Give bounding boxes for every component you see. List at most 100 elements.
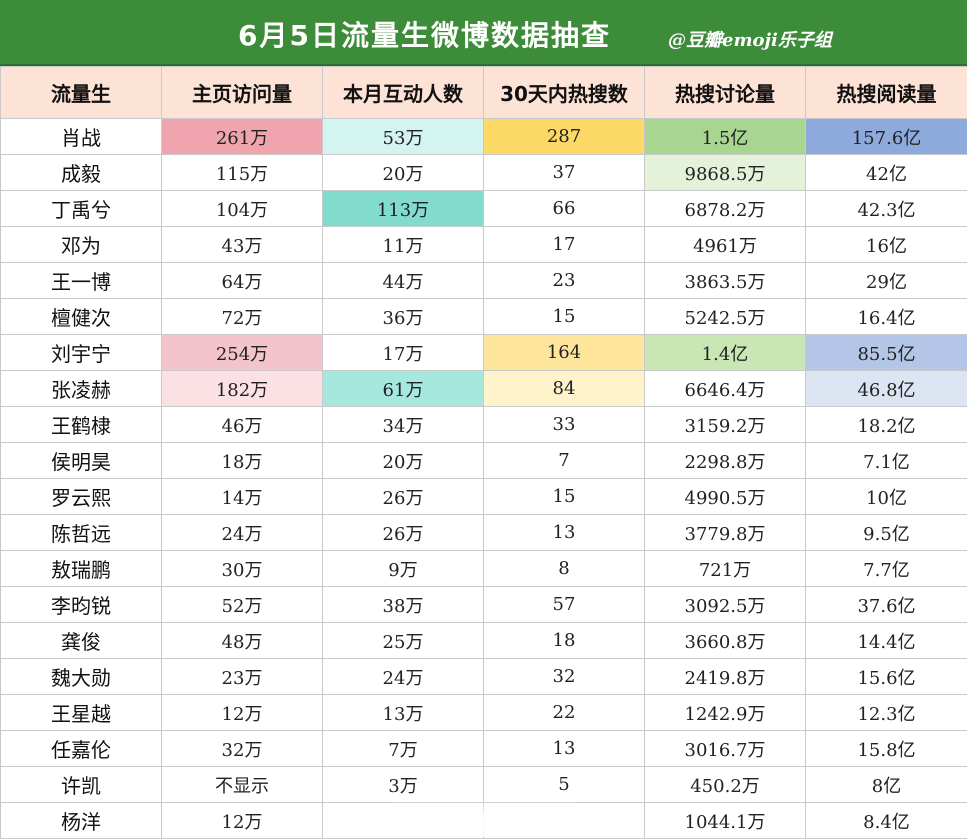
- cell-visits: 64万: [162, 263, 323, 299]
- cell-reads: 85.5亿: [806, 335, 967, 371]
- cell-interactions: 25万: [323, 623, 484, 659]
- cell-reads: 42亿: [806, 155, 967, 191]
- cell-visits: 32万: [162, 731, 323, 767]
- cell-reads: 10亿: [806, 479, 967, 515]
- cell-reads: 16亿: [806, 227, 967, 263]
- cell-interactions: 44万: [323, 263, 484, 299]
- cell-discussion: 6646.4万: [645, 371, 806, 407]
- cell-name: 檀健次: [1, 299, 162, 335]
- cell-name: 杨洋: [1, 803, 162, 839]
- cell-interactions: 53万: [323, 119, 484, 155]
- header-row: 流量生 主页访问量 本月互动人数 30天内热搜数 热搜讨论量 热搜阅读量: [1, 67, 967, 119]
- cell-name: 邓为: [1, 227, 162, 263]
- cell-visits: 23万: [162, 659, 323, 695]
- cell-reads: 29亿: [806, 263, 967, 299]
- cell-hotsearch-count: 5: [484, 767, 645, 803]
- column-header-hotsearch-count: 30天内热搜数: [484, 67, 645, 119]
- cell-visits: 18万: [162, 443, 323, 479]
- cell-hotsearch-count: 33: [484, 407, 645, 443]
- cell-name: 侯明昊: [1, 443, 162, 479]
- cell-visits: 12万: [162, 803, 323, 839]
- cell-reads: 9.5亿: [806, 515, 967, 551]
- cell-name: 丁禹兮: [1, 191, 162, 227]
- cell-hotsearch-count: 287: [484, 119, 645, 155]
- cell-hotsearch-count: 32: [484, 659, 645, 695]
- cell-visits: 104万: [162, 191, 323, 227]
- cell-reads: 42.3亿: [806, 191, 967, 227]
- cell-name: 敖瑞鹏: [1, 551, 162, 587]
- cell-name: 魏大勋: [1, 659, 162, 695]
- cell-interactions: 3万: [323, 767, 484, 803]
- cell-hotsearch-count: 22: [484, 695, 645, 731]
- cell-discussion: 3660.8万: [645, 623, 806, 659]
- page-title: 6月5日流量生微博数据抽查: [238, 14, 611, 54]
- cell-name: 许凯: [1, 767, 162, 803]
- cell-discussion: 9868.5万: [645, 155, 806, 191]
- cell-visits: 52万: [162, 587, 323, 623]
- cell-interactions: 34万: [323, 407, 484, 443]
- cell-discussion: 2298.8万: [645, 443, 806, 479]
- cell-visits: 115万: [162, 155, 323, 191]
- cell-interactions: 20万: [323, 155, 484, 191]
- cell-name: 陈哲远: [1, 515, 162, 551]
- cell-reads: 8.4亿: [806, 803, 967, 839]
- cell-reads: 15.8亿: [806, 731, 967, 767]
- cell-discussion: 1044.1万: [645, 803, 806, 839]
- cell-visits: 30万: [162, 551, 323, 587]
- cell-discussion: 3016.7万: [645, 731, 806, 767]
- cell-discussion: 1.4亿: [645, 335, 806, 371]
- cell-reads: 37.6亿: [806, 587, 967, 623]
- cell-discussion: 3863.5万: [645, 263, 806, 299]
- cell-discussion: 1242.9万: [645, 695, 806, 731]
- cell-visits: 261万: [162, 119, 323, 155]
- cell-name: 张凌赫: [1, 371, 162, 407]
- cell-interactions: 13万: [323, 695, 484, 731]
- cell-reads: 18.2亿: [806, 407, 967, 443]
- cell-visits: 不显示: [162, 767, 323, 803]
- cell-hotsearch-count: 57: [484, 587, 645, 623]
- cell-reads: 8亿: [806, 767, 967, 803]
- cell-interactions: 7万: [323, 731, 484, 767]
- cell-visits: 182万: [162, 371, 323, 407]
- cell-interactions: 11万: [323, 227, 484, 263]
- cell-interactions: 26万: [323, 479, 484, 515]
- column-header-reads: 热搜阅读量: [806, 67, 967, 119]
- cell-name: 王一博: [1, 263, 162, 299]
- cell-name: 罗云熙: [1, 479, 162, 515]
- column-header-interactions: 本月互动人数: [323, 67, 484, 119]
- cell-interactions: 26万: [323, 515, 484, 551]
- cell-interactions: 20万: [323, 443, 484, 479]
- cell-interactions: 24万: [323, 659, 484, 695]
- cell-reads: 157.6亿: [806, 119, 967, 155]
- cell-discussion: 450.2万: [645, 767, 806, 803]
- cell-discussion: 4990.5万: [645, 479, 806, 515]
- cell-reads: 16.4亿: [806, 299, 967, 335]
- source-credit: @豆瓣emoji乐子组: [668, 26, 832, 52]
- cell-name: 李昀锐: [1, 587, 162, 623]
- cell-reads: 12.3亿: [806, 695, 967, 731]
- title-banner: 6月5日流量生微博数据抽查 @豆瓣emoji乐子组: [0, 0, 967, 66]
- cell-visits: 72万: [162, 299, 323, 335]
- cell-discussion: 5242.5万: [645, 299, 806, 335]
- column-header-discussion: 热搜讨论量: [645, 67, 806, 119]
- cell-visits: 24万: [162, 515, 323, 551]
- cell-discussion: 3092.5万: [645, 587, 806, 623]
- cell-reads: 7.1亿: [806, 443, 967, 479]
- cell-hotsearch-count: 13: [484, 515, 645, 551]
